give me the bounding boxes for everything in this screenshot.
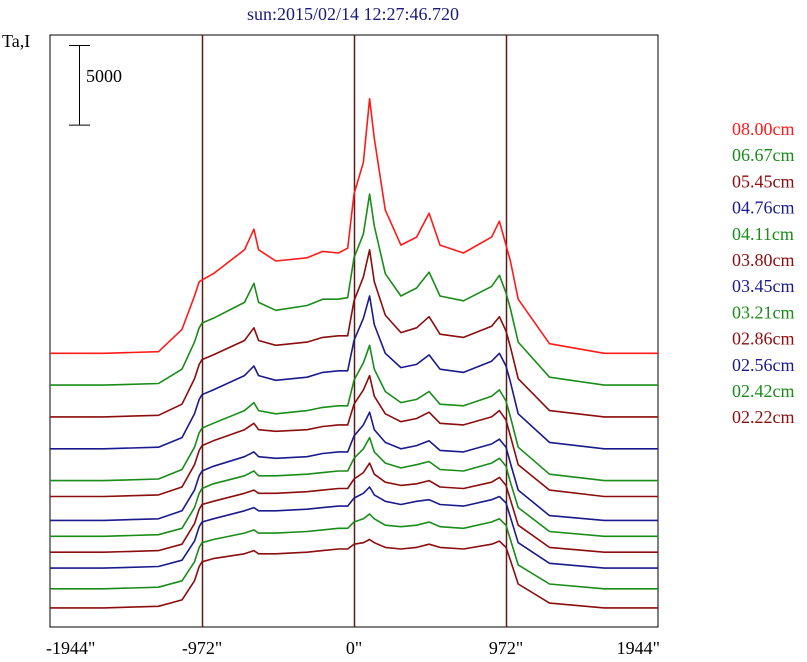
legend-item: 02.22cm: [732, 407, 795, 427]
x-tick-label: 1944": [617, 638, 660, 658]
x-tick-label: 972": [489, 638, 523, 658]
legend-item: 05.45cm: [732, 171, 795, 191]
series-line-03.21cm: [50, 436, 658, 538]
legend: 08.00cm 06.67cm 05.45cm 04.76cm 04.11cm 03.80…: [732, 119, 795, 427]
series-line-05.45cm: [50, 249, 658, 418]
series-line-03.45cm: [50, 411, 658, 522]
legend-item: 08.00cm: [732, 119, 795, 139]
x-tick-label: -1944": [46, 638, 95, 658]
series-line-02.86cm: [50, 462, 658, 554]
scale-bar: 5000: [69, 45, 122, 126]
legend-item: 03.45cm: [732, 276, 795, 296]
series-line-04.76cm: [50, 295, 658, 450]
series-line-06.67cm: [50, 193, 658, 386]
series-line-08.00cm: [50, 97, 658, 355]
series-line-02.56cm: [50, 486, 658, 569]
scale-bar-label: 5000: [86, 66, 122, 86]
series-line-04.11cm: [50, 344, 658, 482]
x-axis-tick-labels: -1944" -972" 0" 972" 1944": [46, 638, 660, 658]
legend-item: 04.76cm: [732, 198, 795, 218]
series-line-02.22cm: [50, 538, 658, 609]
x-tick-label: 0": [346, 638, 362, 658]
legend-item: 02.56cm: [732, 355, 795, 375]
legend-item: 02.42cm: [732, 381, 795, 401]
legend-item: 02.86cm: [732, 329, 795, 349]
legend-item: 04.11cm: [732, 224, 794, 244]
legend-item: 03.21cm: [732, 302, 795, 322]
x-tick-label: -972": [182, 638, 222, 658]
legend-item: 06.67cm: [732, 145, 795, 165]
chart-title: sun:2015/02/14 12:27:46.720: [247, 4, 459, 24]
series-line-03.80cm: [50, 374, 658, 498]
vertical-reference-lines: [201, 35, 508, 627]
series-line-02.42cm: [50, 513, 658, 590]
series-lines: [50, 97, 658, 609]
y-axis-label: Ta,I: [2, 31, 30, 51]
legend-item: 03.80cm: [732, 250, 795, 270]
